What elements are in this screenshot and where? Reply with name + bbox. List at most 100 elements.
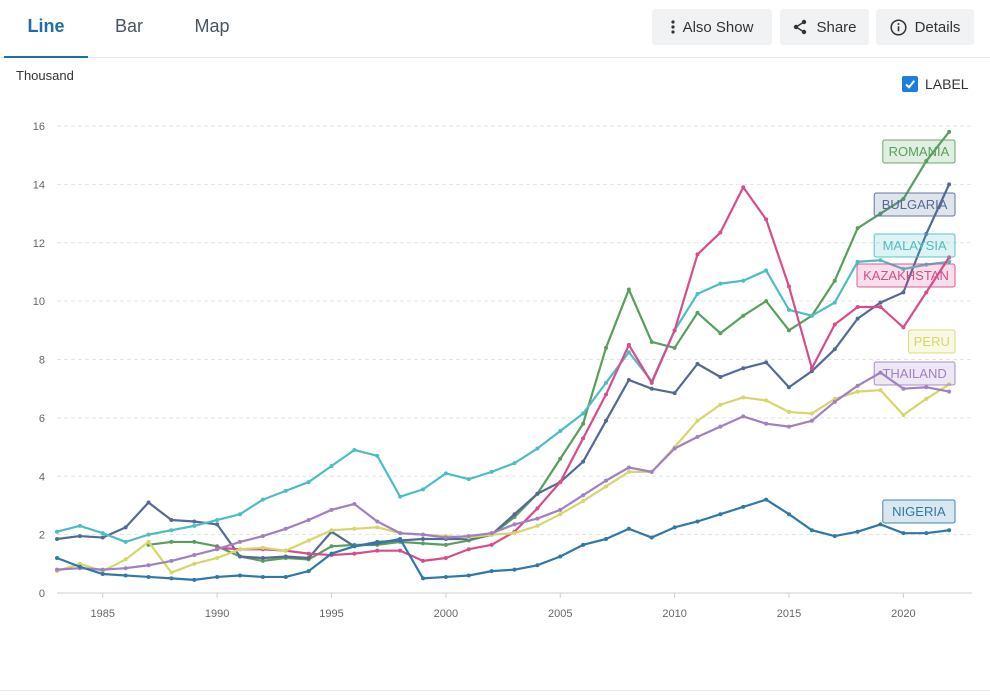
data-point [375,519,380,524]
data-point [215,574,220,579]
data-point [901,386,906,391]
label-toggle[interactable]: LABEL [902,76,969,92]
data-point [238,539,242,544]
details-button[interactable]: Details [876,9,974,45]
data-point [421,541,425,546]
data-point [604,418,608,423]
tab-line[interactable]: Line [4,0,88,58]
data-point [512,512,517,517]
y-tick-label: 0 [39,588,45,600]
data-point [855,304,860,309]
data-point [146,539,151,544]
data-point [581,421,586,426]
series-label-box [873,192,956,217]
data-point [398,494,403,499]
data-point [626,342,631,347]
data-point [741,185,746,190]
data-point [787,410,791,415]
series-line-nigeria [56,498,950,581]
data-point [238,573,242,578]
label-checkbox[interactable] [902,76,918,92]
data-point [55,555,59,560]
data-point [718,331,723,336]
data-point [649,469,654,474]
data-point [878,522,883,527]
data-point [581,411,586,416]
tab-map[interactable]: Map [194,16,230,36]
data-point [764,398,769,403]
data-point [901,412,906,417]
data-point [169,558,174,563]
data-point [764,497,769,502]
data-point [787,284,791,289]
data-point [169,576,174,581]
data-point [878,304,883,309]
data-point [306,480,311,485]
data-point [741,313,746,318]
data-point [649,535,654,540]
data-point [626,287,631,292]
data-point [100,572,105,577]
data-point [718,281,723,286]
data-point [626,526,631,531]
series-line-peru [56,383,950,574]
data-point [489,542,494,547]
series-label-box [856,263,956,288]
data-point [215,555,220,560]
data-point [512,461,517,466]
data-point [878,211,883,216]
series-label-box [882,499,956,524]
data-point [169,570,174,575]
data-point [878,300,883,305]
tab-bar[interactable]: Bar [114,16,143,36]
data-point [512,522,517,527]
data-point [535,506,540,511]
series-label: ROMANIA [889,144,950,159]
data-point [192,539,197,544]
share-label: Share [816,18,857,36]
data-point [924,159,929,164]
data-point [787,385,791,390]
data-point [306,518,311,523]
data-point [77,523,82,528]
data-point [832,347,837,352]
series-label: MALAYSIA [883,238,947,253]
data-point [77,564,82,569]
data-point [855,226,860,231]
data-point [169,539,174,544]
share-button[interactable]: Share [780,9,869,45]
data-point [329,507,334,512]
data-point [398,531,403,536]
data-point [809,528,814,533]
data-point [764,217,769,222]
data-point [421,558,425,563]
data-point [100,531,105,536]
details-label: Details [914,18,961,36]
data-point [878,370,883,375]
data-point [489,531,494,536]
data-point [855,259,860,264]
series-line-bulgaria [56,183,951,560]
data-point [398,537,403,542]
x-tick-label: 2000 [434,608,458,620]
data-point [421,487,425,492]
data-point [306,555,311,560]
data-point [832,278,837,283]
data-point [764,268,769,273]
data-point [855,383,860,388]
data-point [352,447,357,452]
data-point [626,465,631,470]
data-point [466,534,471,539]
data-point [100,567,105,572]
also-show-button[interactable]: Also Show [652,9,772,45]
vertical-dots-icon [670,20,675,34]
data-point [695,310,700,315]
data-point [352,526,357,531]
data-point [718,424,723,429]
data-point [809,369,814,374]
data-point [558,554,563,559]
data-point [55,567,59,572]
data-point [123,566,128,571]
data-point [489,469,494,474]
data-point [901,267,906,272]
